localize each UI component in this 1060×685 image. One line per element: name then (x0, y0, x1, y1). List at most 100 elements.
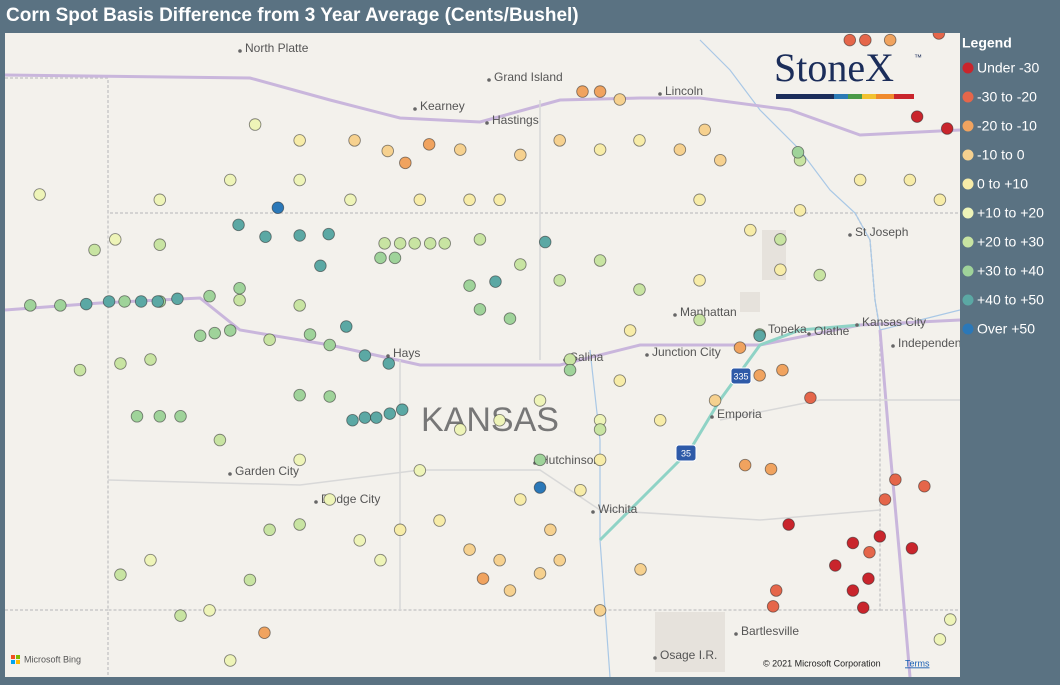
basis-point[interactable] (433, 514, 446, 527)
basis-point[interactable] (378, 237, 391, 250)
basis-point[interactable] (413, 193, 427, 207)
basis-point[interactable] (293, 388, 306, 402)
basis-point[interactable] (514, 148, 527, 162)
basis-point[interactable] (544, 523, 557, 537)
basis-point[interactable] (593, 453, 607, 467)
basis-point[interactable] (422, 138, 436, 151)
basis-point[interactable] (314, 259, 327, 273)
basis-point[interactable] (358, 411, 372, 424)
basis-point[interactable] (344, 193, 357, 207)
basis-point[interactable] (714, 153, 727, 167)
basis-point[interactable] (804, 391, 817, 405)
basis-point[interactable] (553, 553, 566, 567)
basis-point[interactable] (114, 357, 127, 370)
basis-point[interactable] (399, 156, 412, 170)
basis-point[interactable] (118, 295, 131, 308)
basis-point[interactable] (340, 320, 353, 333)
basis-point[interactable] (293, 173, 306, 187)
basis-point[interactable] (493, 193, 506, 207)
basis-point[interactable] (623, 324, 637, 337)
basis-point[interactable] (698, 123, 711, 137)
basis-point[interactable] (738, 458, 752, 472)
basis-point[interactable] (593, 604, 607, 617)
basis-point[interactable] (213, 433, 227, 447)
basis-point[interactable] (883, 33, 897, 47)
basis-point[interactable] (856, 601, 870, 614)
basis-point[interactable] (232, 218, 245, 232)
basis-point[interactable] (203, 289, 216, 303)
basis-point[interactable] (693, 313, 706, 327)
basis-point[interactable] (859, 33, 872, 47)
basis-point[interactable] (533, 567, 547, 580)
basis-point[interactable] (130, 410, 144, 423)
basis-point[interactable] (248, 118, 262, 131)
basis-point[interactable] (293, 299, 306, 312)
basis-point[interactable] (323, 493, 336, 506)
basis-point[interactable] (109, 233, 122, 246)
basis-point[interactable] (102, 295, 116, 308)
basis-point[interactable] (576, 85, 589, 98)
basis-point[interactable] (463, 279, 476, 292)
basis-point[interactable] (374, 553, 387, 567)
basis-point[interactable] (174, 410, 187, 423)
basis-point[interactable] (634, 563, 647, 576)
basis-point[interactable] (383, 407, 397, 420)
basis-point[interactable] (829, 559, 842, 572)
basis-point[interactable] (233, 293, 246, 307)
basis-point[interactable] (764, 462, 778, 476)
basis-point[interactable] (293, 229, 306, 242)
basis-point[interactable] (563, 353, 577, 366)
basis-point[interactable] (54, 299, 67, 312)
basis-point[interactable] (903, 173, 917, 187)
basis-point[interactable] (910, 110, 924, 123)
basis-point[interactable] (358, 349, 372, 362)
basis-point[interactable] (493, 413, 506, 427)
basis-point[interactable] (533, 481, 547, 494)
basis-point[interactable] (24, 299, 37, 312)
basis-point[interactable] (223, 654, 237, 667)
basis-point[interactable] (473, 303, 487, 316)
basis-point[interactable] (453, 423, 467, 436)
basis-point[interactable] (323, 390, 336, 403)
basis-point[interactable] (153, 410, 167, 423)
basis-point[interactable] (293, 453, 306, 467)
basis-point[interactable] (493, 553, 506, 567)
basis-point[interactable] (263, 333, 276, 346)
basis-point[interactable] (271, 201, 285, 214)
basis-point[interactable] (593, 85, 607, 98)
basis-point[interactable] (733, 341, 747, 354)
basis-point[interactable] (514, 493, 527, 506)
basis-point[interactable] (553, 274, 566, 287)
basis-point[interactable] (613, 93, 627, 106)
basis-point[interactable] (193, 329, 207, 343)
basis-point[interactable] (208, 326, 221, 340)
basis-point[interactable] (413, 464, 427, 477)
basis-point[interactable] (203, 604, 216, 617)
basis-point[interactable] (693, 274, 706, 287)
basis-point[interactable] (533, 453, 547, 467)
basis-point[interactable] (774, 233, 787, 246)
basis-point[interactable] (673, 143, 687, 156)
basis-point[interactable] (223, 173, 237, 187)
basis-point[interactable] (233, 281, 246, 295)
basis-point[interactable] (563, 363, 577, 377)
basis-point[interactable] (453, 143, 467, 156)
basis-point[interactable] (889, 473, 902, 486)
basis-point[interactable] (503, 584, 517, 597)
basis-point[interactable] (393, 237, 407, 250)
basis-point[interactable] (791, 146, 805, 159)
basis-point[interactable] (33, 188, 46, 201)
basis-point[interactable] (463, 193, 476, 207)
basis-point[interactable] (613, 374, 627, 387)
basis-point[interactable] (933, 633, 947, 646)
basis-point[interactable] (846, 584, 860, 597)
basis-point[interactable] (323, 338, 336, 352)
basis-point[interactable] (243, 573, 257, 587)
basis-point[interactable] (744, 223, 757, 237)
basis-point[interactable] (258, 626, 271, 640)
basis-point[interactable] (753, 329, 766, 343)
basis-point[interactable] (144, 553, 157, 567)
basis-point[interactable] (408, 237, 421, 250)
basis-point[interactable] (774, 263, 787, 277)
basis-point[interactable] (134, 295, 148, 308)
